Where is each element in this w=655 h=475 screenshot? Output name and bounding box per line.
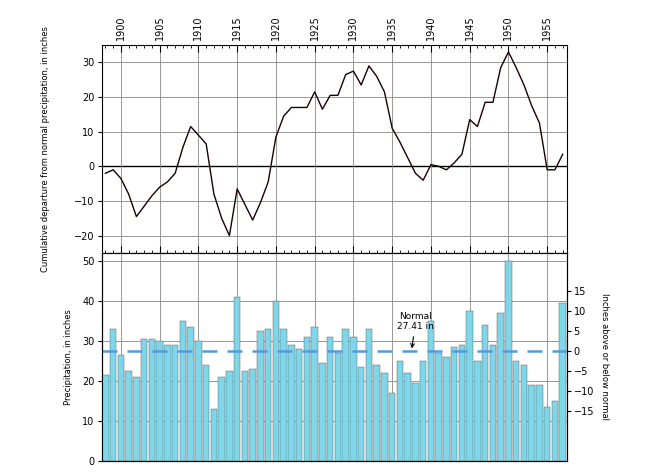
Bar — [118, 355, 124, 461]
Bar — [552, 401, 558, 461]
Y-axis label: Inches above or below normal: Inches above or below normal — [599, 294, 608, 420]
Bar — [141, 339, 147, 461]
Bar — [203, 365, 210, 461]
Bar — [420, 361, 426, 461]
Bar — [218, 377, 225, 461]
Bar — [389, 393, 396, 461]
Bar — [521, 365, 527, 461]
Bar — [381, 373, 388, 461]
Bar — [272, 301, 279, 461]
Bar — [157, 341, 163, 461]
Bar — [234, 297, 240, 461]
Bar — [443, 357, 450, 461]
Bar — [373, 365, 380, 461]
Bar — [343, 329, 349, 461]
Bar — [404, 373, 411, 461]
Bar — [544, 407, 550, 461]
Bar — [172, 345, 178, 461]
Bar — [304, 337, 310, 461]
Bar — [164, 345, 171, 461]
Bar — [358, 367, 364, 461]
Bar — [250, 369, 256, 461]
Bar — [327, 337, 333, 461]
Bar — [226, 371, 233, 461]
Bar — [482, 325, 489, 461]
Bar — [397, 361, 403, 461]
Y-axis label: Precipitation, in inches: Precipitation, in inches — [64, 309, 73, 405]
Bar — [265, 329, 271, 461]
Bar — [529, 385, 535, 461]
Bar — [490, 345, 496, 461]
Bar — [428, 321, 434, 461]
Bar — [505, 261, 512, 461]
Bar — [436, 353, 442, 461]
Bar — [335, 353, 341, 461]
Bar — [110, 329, 117, 461]
Bar — [187, 327, 194, 461]
Bar — [474, 361, 481, 461]
Bar — [350, 337, 357, 461]
Bar — [311, 327, 318, 461]
Bar — [296, 349, 303, 461]
Bar — [288, 345, 295, 461]
Bar — [211, 409, 217, 461]
Bar — [257, 331, 264, 461]
Bar — [125, 371, 132, 461]
Bar — [536, 385, 543, 461]
Bar — [195, 341, 202, 461]
Bar — [319, 363, 326, 461]
Text: Normal
27.41 in: Normal 27.41 in — [397, 312, 434, 347]
Y-axis label: Cumulative departure from normal precipitation, in inches: Cumulative departure from normal precipi… — [41, 26, 50, 272]
Bar — [513, 361, 519, 461]
Bar — [451, 347, 457, 461]
Bar — [497, 313, 504, 461]
Bar — [458, 345, 465, 461]
Bar — [466, 311, 473, 461]
Bar — [149, 339, 155, 461]
Bar — [102, 375, 109, 461]
Bar — [365, 329, 372, 461]
Bar — [280, 329, 287, 461]
Bar — [559, 303, 566, 461]
Bar — [133, 377, 140, 461]
Bar — [412, 383, 419, 461]
Bar — [242, 371, 248, 461]
Bar — [179, 321, 186, 461]
